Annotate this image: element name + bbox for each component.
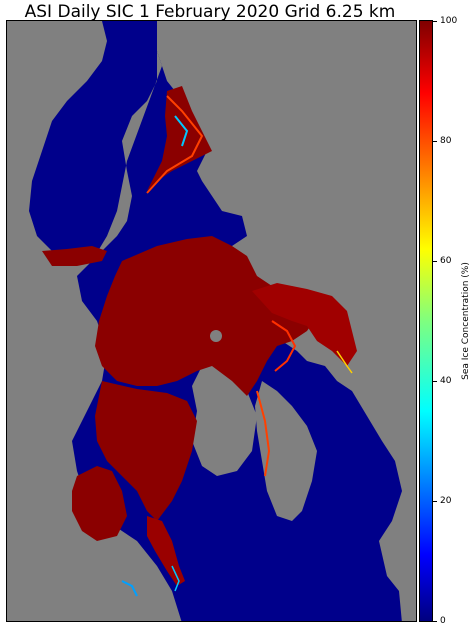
land-scandinavia <box>255 381 317 521</box>
colorbar-tick <box>433 21 437 22</box>
pole-hole <box>210 330 222 342</box>
ice-hudson-bay <box>72 466 127 541</box>
colorbar-tick <box>433 501 437 502</box>
ice-east-siberian <box>252 283 357 366</box>
ice-margin-barents <box>271 320 297 372</box>
sea-ice-map <box>6 20 417 622</box>
map-title: ASI Daily SIC 1 February 2020 Grid 6.25 … <box>24 2 396 22</box>
ice-canadian-archipelago <box>95 381 197 521</box>
colorbar-tick <box>433 381 437 382</box>
ice-margin-greenland-east <box>256 390 271 477</box>
colorbar <box>419 20 433 622</box>
colorbar-tick-label: 20 <box>440 496 452 506</box>
ice-margin-blue-1 <box>174 115 189 147</box>
ice-okhotsk <box>142 86 212 201</box>
colorbar-tick <box>433 621 437 622</box>
colorbar-label: Sea Ice Concentration (%) <box>461 262 471 380</box>
colorbar-tick-label: 0 <box>440 616 446 626</box>
colorbar-tick <box>433 141 437 142</box>
colorbar-tick-label: 80 <box>440 136 452 146</box>
ice-margin-labrador <box>171 565 180 592</box>
ice-baffin-labrador <box>147 516 185 586</box>
colorbar-tick-label: 40 <box>440 376 452 386</box>
ice-margin-kara <box>336 350 353 374</box>
colorbar-tick <box>433 261 437 262</box>
colorbar-tick-label: 100 <box>440 16 458 26</box>
ice-central-arctic <box>95 236 317 396</box>
ice-margin-okhotsk <box>146 95 204 194</box>
colorbar-tick-label: 60 <box>440 256 452 266</box>
ice-bering <box>42 246 107 266</box>
land-north-america <box>7 21 182 621</box>
ice-margin-gulf <box>121 580 138 597</box>
